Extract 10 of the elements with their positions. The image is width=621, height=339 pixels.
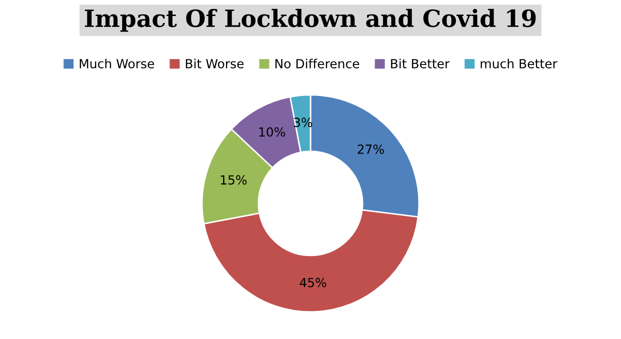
legend-label: No Difference bbox=[275, 58, 360, 68]
legend-label: Bit Better bbox=[391, 58, 450, 68]
chart-title: Impact Of Lockdown and Covid 19 bbox=[84, 8, 536, 32]
data-label: 10% bbox=[259, 127, 286, 137]
data-label: 15% bbox=[220, 175, 247, 185]
data-label: 27% bbox=[358, 144, 384, 154]
legend-label: much Better bbox=[480, 58, 558, 68]
legend-label: Much Worse bbox=[80, 58, 154, 68]
legend-label: Bit Worse bbox=[186, 58, 244, 68]
data-label: 45% bbox=[300, 278, 326, 288]
